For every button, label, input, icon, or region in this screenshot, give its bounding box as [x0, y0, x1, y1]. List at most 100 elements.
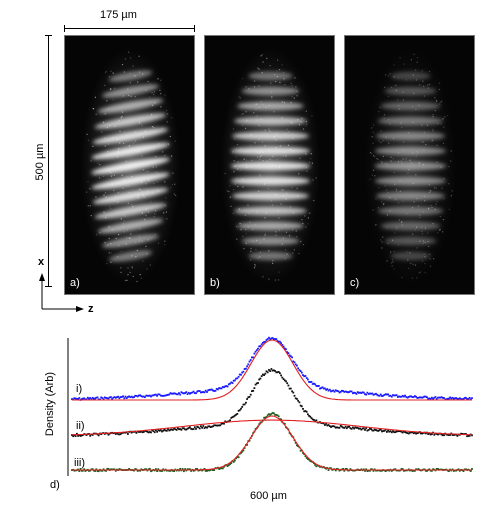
data-point	[325, 422, 327, 425]
data-point	[80, 398, 83, 400]
data-point	[187, 427, 190, 429]
noise-speck	[313, 199, 315, 202]
noise-speck	[278, 229, 280, 231]
noise-speck	[280, 136, 282, 139]
data-point	[429, 397, 432, 400]
data-point	[334, 426, 337, 429]
noise-speck	[401, 220, 403, 223]
noise-speck	[271, 165, 273, 167]
data-point	[423, 468, 426, 471]
data-point	[89, 469, 92, 472]
data-point	[366, 429, 369, 432]
noise-speck	[123, 179, 125, 182]
noise-speck	[254, 142, 256, 144]
noise-speck	[406, 251, 408, 253]
data-point	[435, 433, 438, 435]
noise-speck	[418, 272, 420, 274]
noise-speck	[142, 73, 144, 75]
noise-speck	[158, 190, 160, 192]
noise-speck	[291, 122, 293, 125]
data-point	[146, 394, 149, 397]
data-point	[412, 469, 415, 472]
fringe-stripe	[377, 206, 444, 216]
noise-speck	[282, 237, 284, 239]
noise-speck	[397, 152, 400, 154]
noise-speck	[400, 122, 402, 124]
noise-speck	[264, 233, 267, 235]
noise-speck	[117, 156, 119, 158]
data-point	[265, 416, 268, 418]
data-point	[416, 432, 419, 435]
data-point	[378, 429, 381, 431]
noise-speck	[263, 238, 265, 240]
noise-speck	[138, 71, 141, 73]
noise-speck	[112, 99, 114, 101]
data-point	[79, 468, 82, 470]
noise-speck	[251, 159, 253, 161]
data-point	[139, 394, 141, 397]
noise-speck	[108, 226, 111, 228]
data-point	[207, 389, 210, 392]
noise-speck	[135, 256, 137, 258]
data-point	[305, 410, 308, 413]
noise-speck	[420, 271, 422, 273]
noise-speck	[371, 127, 373, 129]
noise-speck	[424, 227, 426, 229]
noise-speck	[380, 130, 382, 132]
noise-speck	[130, 233, 132, 235]
noise-speck	[139, 122, 141, 124]
data-point	[285, 348, 287, 351]
noise-speck	[273, 111, 275, 113]
noise-speck	[442, 118, 444, 120]
noise-speck	[258, 107, 260, 109]
data-point	[465, 433, 467, 435]
noise-speck	[128, 237, 130, 239]
noise-speck	[387, 75, 389, 77]
data-point	[375, 469, 377, 472]
data-point	[189, 468, 191, 471]
noise-speck	[117, 256, 119, 258]
data-point	[309, 415, 312, 418]
noise-speck	[153, 93, 155, 96]
fringe-stripe	[248, 71, 293, 81]
noise-speck	[111, 174, 113, 176]
noise-speck	[132, 65, 134, 67]
noise-speck	[120, 218, 122, 220]
noise-speck	[426, 124, 429, 126]
data-point	[281, 376, 284, 379]
data-point	[176, 393, 179, 396]
noise-speck	[134, 96, 136, 98]
noise-speck	[390, 251, 392, 253]
noise-speck	[252, 240, 254, 242]
noise-speck	[385, 189, 388, 191]
data-point	[245, 367, 247, 370]
data-point	[289, 387, 292, 390]
noise-speck	[270, 200, 272, 202]
data-point	[218, 468, 220, 470]
data-point	[204, 389, 207, 392]
data-point	[325, 467, 327, 470]
noise-speck	[286, 128, 288, 130]
data-point	[150, 395, 152, 398]
data-point	[213, 469, 216, 471]
data-point	[242, 449, 245, 452]
data-point	[291, 390, 293, 393]
noise-speck	[119, 130, 121, 132]
noise-speck	[150, 238, 152, 240]
data-point	[83, 397, 86, 400]
data-point	[74, 397, 77, 400]
noise-speck	[268, 149, 270, 151]
data-point	[414, 469, 416, 472]
data-point	[232, 379, 235, 382]
data-point	[437, 396, 439, 399]
data-point	[327, 424, 330, 426]
fringe-stripe	[97, 98, 164, 114]
data-point	[254, 428, 257, 430]
data-point	[307, 458, 309, 460]
data-point	[246, 365, 248, 368]
data-point	[302, 374, 304, 376]
noise-speck	[141, 212, 143, 214]
data-point	[465, 468, 467, 471]
noise-speck	[137, 194, 139, 196]
noise-speck	[257, 156, 259, 158]
